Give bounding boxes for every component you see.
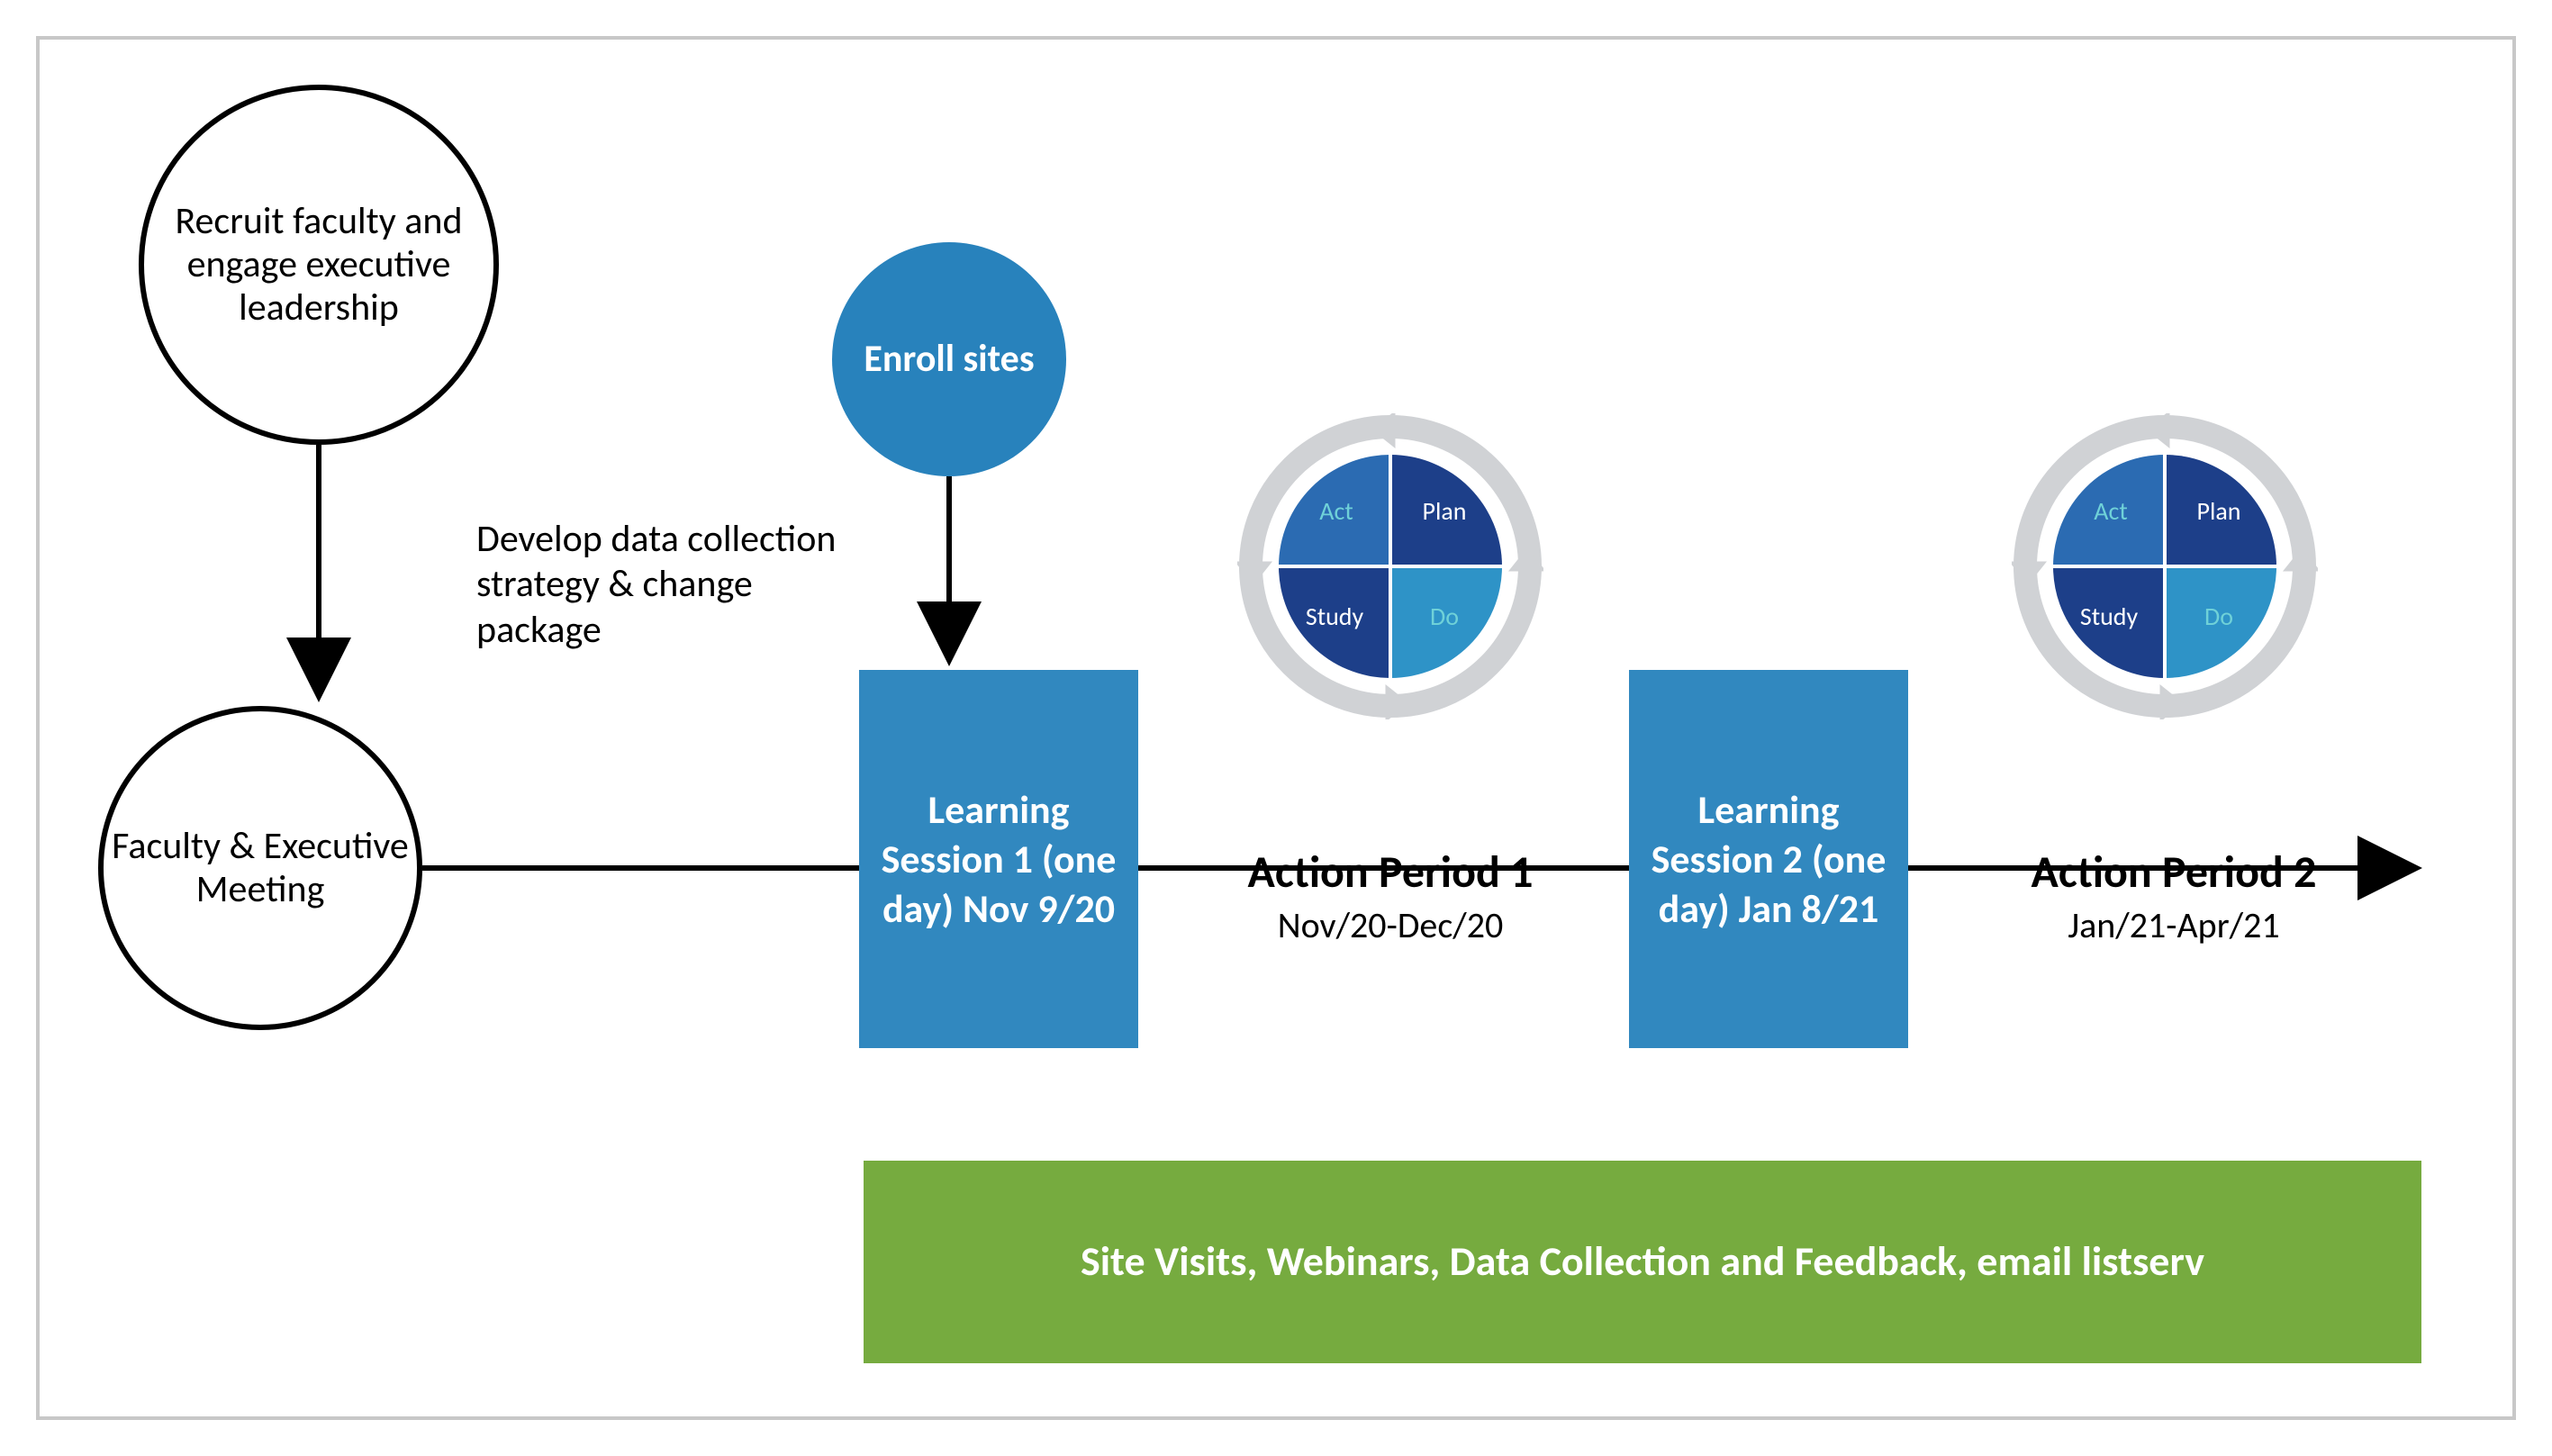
pdsa2-study-label: Study xyxy=(2080,601,2139,632)
faculty-circle: Faculty & Executive Meeting xyxy=(98,706,422,1030)
faculty-circle-text: Faculty & Executive Meeting xyxy=(104,825,417,912)
ls1-box: Learning Session 1 (one day) Nov 9/20 xyxy=(859,670,1138,1048)
pdsa1-quadrants xyxy=(1279,455,1502,678)
ls1-box-text: Learning Session 1 (one day) Nov 9/20 xyxy=(877,785,1120,934)
support-bar-text: Site Visits, Webinars, Data Collection a… xyxy=(1081,1236,2204,1289)
action1-title: Action Period 1 xyxy=(1165,846,1615,900)
recruit-circle: Recruit faculty and engage executive lea… xyxy=(139,85,499,445)
pdsa2-plan-label: Plan xyxy=(2196,495,2240,527)
support-bar: Site Visits, Webinars, Data Collection a… xyxy=(864,1161,2421,1363)
develop-label: Develop data collection strategy & chang… xyxy=(476,517,864,653)
pdsa2-quadrants xyxy=(2053,455,2276,678)
pdsa1-do-label: Do xyxy=(1430,601,1459,632)
action2-date: Jan/21-Apr/21 xyxy=(1940,904,2408,947)
enroll-circle: Enroll sites xyxy=(832,242,1066,476)
pdsa-wheel-2: Act Plan Study Do xyxy=(2012,413,2318,719)
action2-title: Action Period 2 xyxy=(1940,846,2408,900)
ls2-box-text: Learning Session 2 (one day) Jan 8/21 xyxy=(1647,785,1890,934)
pdsa1-plan-label: Plan xyxy=(1422,495,1466,527)
develop-label-text: Develop data collection strategy & chang… xyxy=(476,516,836,653)
enroll-circle-text: Enroll sites xyxy=(864,337,1034,382)
pdsa1-act-label: Act xyxy=(1319,495,1353,527)
diagram-frame: Recruit faculty and engage executive lea… xyxy=(36,36,2516,1420)
action1-title-text: Action Period 1 xyxy=(1248,845,1534,900)
recruit-circle-text: Recruit faculty and engage executive lea… xyxy=(144,200,493,330)
action2-title-text: Action Period 2 xyxy=(2032,845,2317,900)
action2-date-text: Jan/21-Apr/21 xyxy=(2068,903,2279,947)
ls2-box: Learning Session 2 (one day) Jan 8/21 xyxy=(1629,670,1908,1048)
pdsa1-study-label: Study xyxy=(1306,601,1364,632)
pdsa2-act-label: Act xyxy=(2094,495,2127,527)
action1-date: Nov/20-Dec/20 xyxy=(1165,904,1615,947)
action1-date-text: Nov/20-Dec/20 xyxy=(1278,903,1503,947)
pdsa-wheel-1: Act Plan Study Do xyxy=(1237,413,1543,719)
pdsa2-do-label: Do xyxy=(2204,601,2233,632)
